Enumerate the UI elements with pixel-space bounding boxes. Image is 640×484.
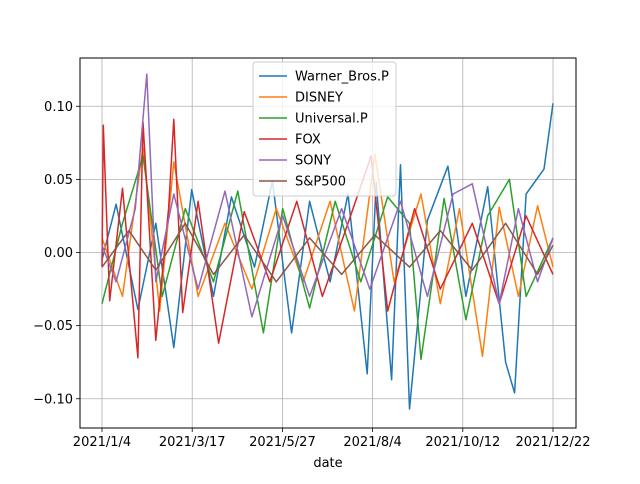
x-tick-label: 2021/10/12 (425, 435, 500, 450)
series-line-fox (101, 118, 554, 359)
ticks: 2021/1/4 2021/3/17 2021/5/27 2021/8/4 2021/1… (33, 100, 590, 450)
x-tick-label: 2021/3/17 (159, 435, 226, 450)
y-tick-label: 0.05 (44, 173, 73, 188)
legend: Warner_Bros.P DISNEY Universal.P FOX SONY S&P… (252, 61, 397, 197)
legend-label: Universal.P (295, 112, 368, 127)
x-tick-label: 2021/8/4 (343, 435, 401, 450)
series-line-s-p500 (101, 222, 554, 283)
legend-label: S&P500 (295, 175, 346, 190)
y-tick-label: 0.00 (44, 246, 73, 261)
series-line-universal-p (101, 155, 554, 361)
x-axis-label: date (313, 456, 342, 471)
legend-box (252, 61, 397, 197)
series-line-disney (101, 146, 554, 358)
series-line-sony (101, 73, 554, 318)
plot-frame (79, 57, 577, 429)
legend-label: FOX (295, 133, 321, 148)
legend-label: SONY (295, 154, 331, 169)
x-tick-label: 2021/12/22 (516, 435, 591, 450)
x-tick-label: 2021/5/27 (249, 435, 316, 450)
series-layer (101, 73, 554, 410)
y-tick-label: 0.10 (44, 100, 73, 115)
legend-label: Warner_Bros.P (295, 70, 389, 85)
x-tick-label: 2021/1/4 (73, 435, 131, 450)
y-tick-label: −0.10 (33, 392, 73, 407)
legend-label: DISNEY (295, 91, 343, 106)
y-tick-label: −0.05 (33, 319, 73, 334)
